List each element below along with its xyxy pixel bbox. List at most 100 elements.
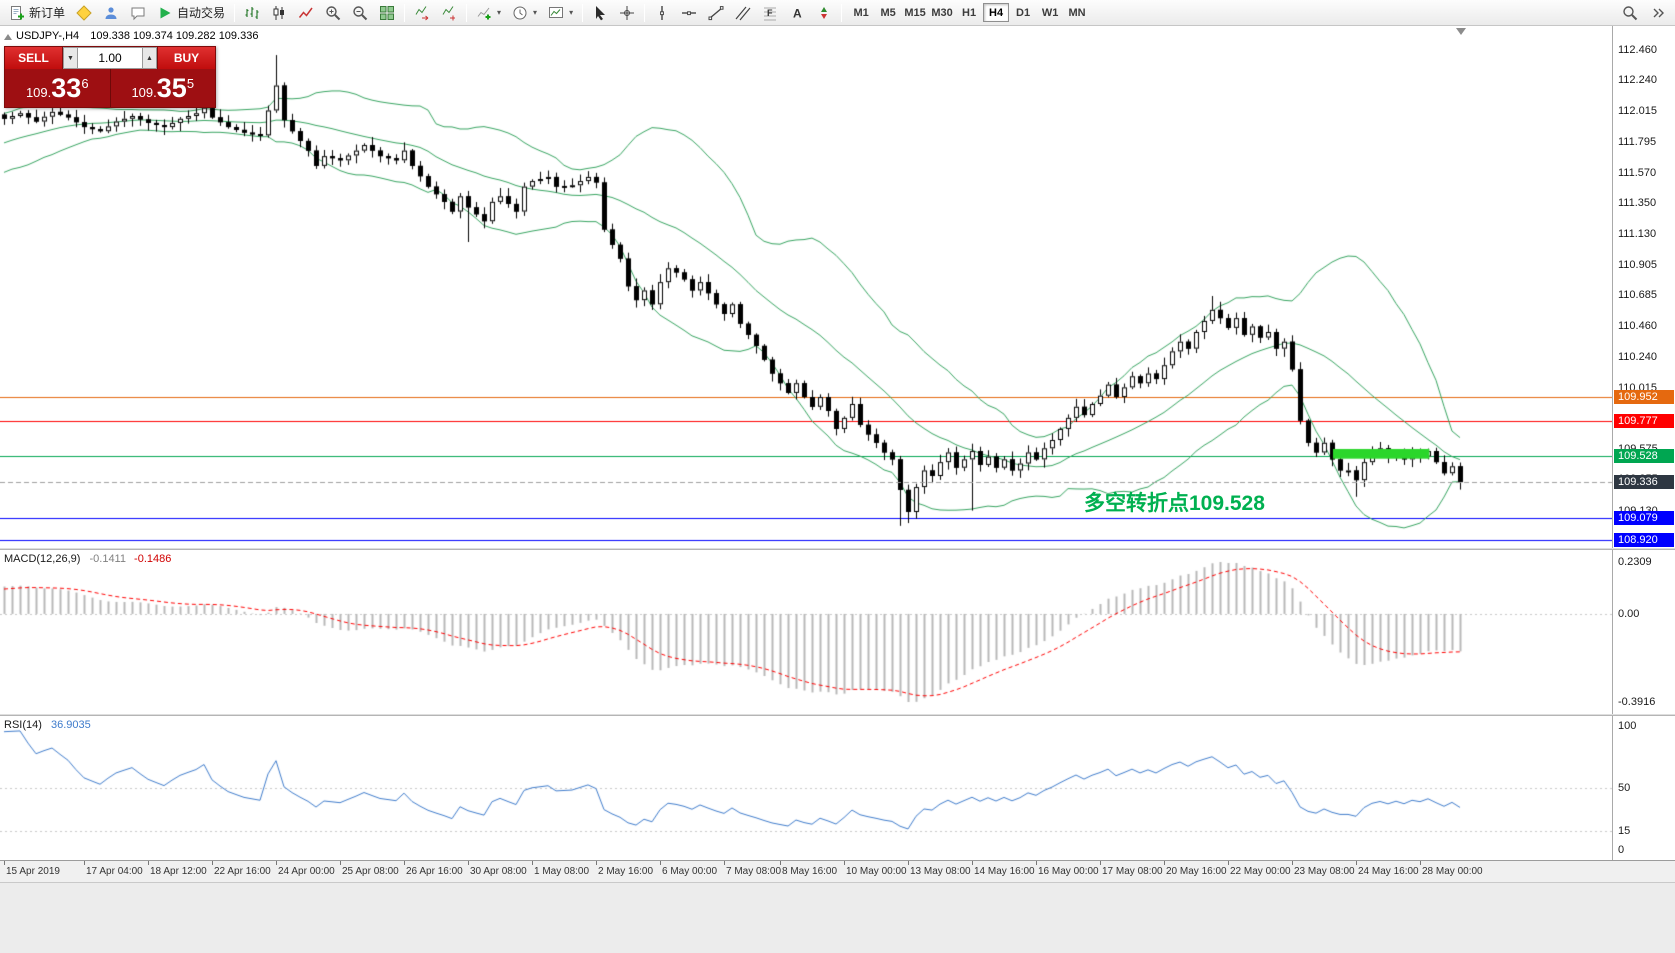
rsi-axis-label: 50: [1618, 782, 1631, 794]
indicators-button[interactable]: ▾: [471, 2, 506, 23]
horizontal-line-tool-button[interactable]: [676, 2, 702, 23]
chart-shift-marker[interactable]: [1456, 28, 1466, 35]
mql5-community-button[interactable]: [98, 2, 124, 23]
channel-icon: [735, 6, 751, 20]
volume-down-button[interactable]: ▼: [63, 47, 78, 69]
timeframe-D1[interactable]: D1: [1016, 7, 1031, 19]
volume-input[interactable]: [78, 47, 142, 69]
chart-shift-button[interactable]: [436, 2, 462, 23]
vertical-line-tool-button[interactable]: [649, 2, 675, 23]
time-label: 6 May 00:00: [662, 866, 718, 877]
fibonacci-tool-button[interactable]: F: [757, 2, 783, 23]
timeframe-H4[interactable]: H4: [983, 3, 1010, 22]
volume-up-button[interactable]: ▲: [142, 47, 157, 69]
zoom-in-icon: [326, 5, 341, 20]
metaeditor-button[interactable]: [71, 2, 97, 23]
autotrading-button[interactable]: 自动交易: [152, 2, 230, 23]
tile-windows-icon: [380, 5, 395, 20]
trendline-tool-button[interactable]: [703, 2, 729, 23]
symbol-search-button[interactable]: [1617, 2, 1643, 23]
toolbar-overflow-button[interactable]: [1645, 2, 1671, 23]
zoom-in-button[interactable]: [320, 2, 346, 23]
line-chart-button[interactable]: [293, 2, 319, 23]
rsi-canvas[interactable]: [0, 716, 1612, 860]
chat-button[interactable]: [125, 2, 151, 23]
time-tick: [1292, 861, 1293, 865]
time-label: 20 May 16:00: [1166, 866, 1227, 877]
price-chart-canvas[interactable]: [0, 26, 1612, 548]
symbol-name: USDJPY-,H4: [16, 30, 80, 42]
periods-button[interactable]: ▾: [507, 2, 542, 23]
time-label: 1 May 08:00: [534, 866, 590, 877]
time-tick: [212, 861, 213, 865]
time-label: 2 May 16:00: [598, 866, 654, 877]
rsi-axis-label: 0: [1618, 844, 1625, 856]
price-tick: 110.905: [1618, 258, 1657, 271]
arrows-tool-button[interactable]: [811, 2, 837, 23]
macd-pane: MACD(12,26,9) -0.1411 -0.1486 0.2309 0.00…: [0, 550, 1675, 714]
time-tick: [1100, 861, 1101, 865]
toolbar-separator: [404, 3, 406, 22]
one-click-collapse-toggle[interactable]: [4, 34, 12, 40]
time-tick: [4, 861, 5, 865]
candlestick-chart-button[interactable]: [266, 2, 292, 23]
timeframe-W1[interactable]: W1: [1041, 7, 1059, 19]
pane-splitter[interactable]: [0, 714, 1675, 716]
time-tick: [84, 861, 85, 865]
templates-icon: [549, 6, 564, 18]
time-axis[interactable]: 15 Apr 2019 17 Apr 04:00 18 Apr 12:00 22 Ap…: [0, 860, 1675, 882]
buy-button[interactable]: BUY: [157, 47, 215, 69]
timeframe-M15[interactable]: M15: [904, 7, 926, 19]
ask-prefix: 109.: [131, 84, 157, 100]
time-tick: [1164, 861, 1165, 865]
toolbar-separator: [466, 3, 468, 22]
cursor-icon: [596, 5, 606, 20]
price-axis[interactable]: 112.460 112.240 112.015 111.795 111.570 111.3…: [1612, 26, 1675, 548]
ask-price[interactable]: 109. 35 5: [111, 69, 216, 107]
price-tick: 112.460: [1618, 43, 1657, 56]
svg-text:F: F: [767, 8, 773, 18]
templates-button[interactable]: ▾: [543, 2, 578, 23]
text-tool-button[interactable]: A: [784, 2, 810, 23]
timeframe-MN[interactable]: MN: [1068, 7, 1086, 19]
time-tick: [908, 861, 909, 865]
timeframe-M1[interactable]: M1: [853, 7, 869, 19]
time-label: 28 May 00:00: [1422, 866, 1483, 877]
bid-price[interactable]: 109. 33 6: [5, 69, 110, 107]
cursor-tool-button[interactable]: [587, 2, 613, 23]
sell-button[interactable]: SELL: [5, 47, 63, 69]
timeframe-M5[interactable]: M5: [880, 7, 896, 19]
bar-chart-button[interactable]: [239, 2, 265, 23]
tile-windows-button[interactable]: [374, 2, 400, 23]
time-tick: [1036, 861, 1037, 865]
macd-axis-label: 0.00: [1618, 607, 1640, 620]
horizontal-line-icon: [682, 10, 697, 15]
time-label: 24 Apr 00:00: [278, 866, 335, 877]
time-label: 17 May 08:00: [1102, 866, 1163, 877]
toolbar-separator: [841, 3, 843, 22]
new-order-button[interactable]: 新订单: [4, 2, 70, 23]
zoom-out-button[interactable]: [347, 2, 373, 23]
crosshair-tool-button[interactable]: [614, 2, 640, 23]
periods-icon: [513, 6, 527, 19]
auto-scroll-button[interactable]: [409, 2, 435, 23]
timeframe-M30[interactable]: M30: [931, 7, 953, 19]
macd-canvas[interactable]: [0, 550, 1612, 714]
arrows-icon: [821, 6, 828, 19]
rsi-pane: RSI(14) 36.9035 100 50 15 0: [0, 716, 1675, 860]
macd-main-value: -0.1411: [89, 553, 126, 565]
ask-big-digits: 35: [156, 72, 187, 103]
time-label: 25 Apr 08:00: [342, 866, 399, 877]
time-label: 10 May 00:00: [846, 866, 907, 877]
price-tick: 112.240: [1618, 74, 1657, 86]
channel-tool-button[interactable]: [730, 2, 756, 23]
main-toolbar: 新订单 自动交易: [0, 0, 1675, 26]
pivot-annotation[interactable]: 多空转折点109.528: [1084, 491, 1265, 515]
rsi-header: RSI(14) 36.9035: [4, 719, 91, 731]
time-label: 22 May 00:00: [1230, 866, 1291, 877]
price-chart-pane: 112.460 112.240 112.015 111.795 111.570 111.3…: [0, 26, 1675, 548]
timeframe-H1[interactable]: H1: [962, 7, 977, 19]
pane-splitter[interactable]: [0, 548, 1675, 550]
fibonacci-icon: F: [764, 7, 777, 20]
